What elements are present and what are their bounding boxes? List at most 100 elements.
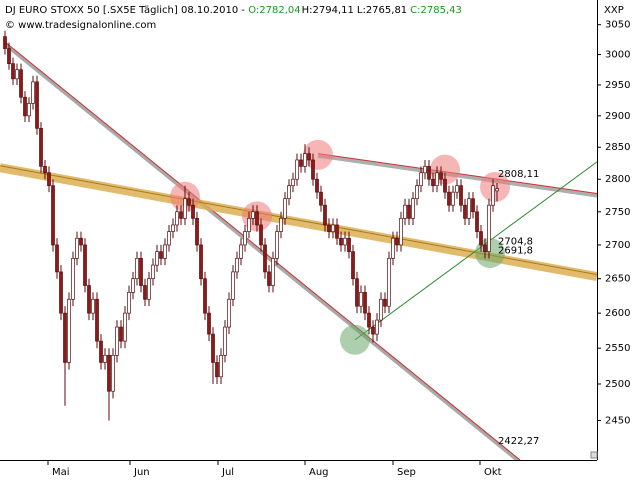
candle-body: [483, 244, 487, 252]
candle-body: [207, 312, 211, 335]
candle-body: [195, 218, 199, 246]
y-tick-label: 2700: [605, 240, 630, 251]
candle-body: [267, 271, 271, 286]
candle-body: [167, 231, 171, 246]
candle-body: [95, 298, 99, 342]
header-low: L:2765,81: [357, 5, 407, 16]
source: © www.tradesignalonline.com: [5, 20, 156, 31]
axis-name: XXP: [604, 5, 624, 16]
y-tick-label: 2800: [605, 174, 630, 185]
candle-body: [471, 198, 475, 213]
candle-body: [295, 159, 299, 180]
candle-body: [363, 292, 367, 314]
candle-body: [391, 237, 395, 259]
candle-body: [3, 36, 7, 49]
candle-body: [403, 204, 407, 219]
candle-body: [331, 224, 335, 232]
candle-body: [223, 326, 227, 356]
candle-body: [283, 198, 287, 219]
candle-body: [87, 285, 91, 314]
annotations: [0, 41, 597, 460]
candle-body: [139, 258, 143, 286]
y-tick-label: 2850: [605, 142, 630, 153]
highlight-marker: [475, 237, 505, 268]
header-title: DJ EURO STOXX 50 [.SX5E Täglich] 08.10.2…: [5, 5, 245, 16]
candle-body: [279, 218, 283, 232]
candle-body: [75, 237, 79, 259]
candle-body: [159, 251, 163, 259]
highlight-marker: [303, 139, 333, 170]
candle-body: [479, 231, 483, 246]
candle-body: [383, 298, 387, 307]
candle-body: [7, 48, 11, 64]
candle-body: [107, 354, 111, 392]
candle-body: [303, 153, 307, 167]
candle-body: [423, 166, 427, 174]
candle-body: [175, 211, 179, 226]
candle-body: [11, 63, 15, 80]
candle-body: [103, 354, 107, 363]
candle-body: [91, 298, 95, 314]
candle-body: [339, 237, 343, 246]
x-tick-label: Sep: [397, 467, 416, 478]
candle-body: [419, 172, 423, 187]
candle-body: [271, 258, 275, 286]
candle-body: [407, 204, 411, 219]
candle-body: [31, 81, 35, 104]
candle-body: [447, 191, 451, 206]
candle-body: [151, 264, 155, 280]
header: DJ EURO STOXX 50 [.SX5E Täglich] 08.10.2…: [5, 5, 462, 16]
candle-body: [19, 69, 23, 98]
candle-body: [119, 326, 123, 342]
candle-body: [379, 298, 383, 321]
candle-body: [171, 224, 175, 232]
candle-body: [55, 244, 59, 273]
candle-body: [371, 326, 375, 335]
candle-body: [443, 178, 447, 193]
candle-body: [147, 278, 151, 300]
corner-box: [590, 451, 598, 459]
y-tick-label: 2450: [605, 415, 630, 426]
candle-body: [367, 312, 371, 328]
candle-body: [275, 231, 279, 259]
candle-body: [315, 178, 319, 193]
x-tick-label: Mai: [52, 467, 70, 478]
candle-body: [47, 172, 51, 187]
trendline-label: 2808,11: [498, 169, 539, 180]
candle-body: [227, 298, 231, 328]
candle-body: [111, 354, 115, 392]
candle-body: [247, 218, 251, 232]
candle-body: [467, 198, 471, 219]
trendline-label: 2691,8: [498, 245, 533, 256]
candle-body: [59, 271, 63, 314]
candle-body: [455, 185, 459, 193]
candle-body: [427, 166, 431, 180]
candle-body: [99, 340, 103, 363]
x-tick-label: Jun: [133, 467, 150, 478]
candle-body: [35, 81, 39, 129]
trendline-label: 2704,8: [498, 237, 533, 248]
candle-body: [187, 198, 191, 206]
y-tick-label: 2650: [605, 274, 630, 285]
candle-body: [127, 292, 131, 314]
y-tick-label: 2500: [605, 379, 630, 390]
candle-body: [439, 172, 443, 180]
candle-body: [459, 185, 463, 206]
x-tick-label: Jul: [221, 467, 234, 478]
highlight-marker: [480, 171, 510, 202]
candle-body: [43, 166, 47, 174]
candle-body: [263, 244, 267, 273]
candle-body: [215, 362, 219, 378]
candle-body: [487, 204, 491, 252]
header-high: H:2794,11: [302, 5, 354, 16]
candle-body: [411, 198, 415, 219]
candle-body: [347, 237, 351, 252]
candle-body: [15, 69, 19, 80]
y-tick-label: 2750: [605, 207, 630, 218]
plot-area: 2422,27 2691,8 2808,11 2704,8: [0, 30, 597, 460]
candle-body: [319, 191, 323, 206]
candle-body: [203, 278, 207, 314]
candle-body: [63, 312, 67, 363]
candle-body: [155, 251, 159, 266]
candle-body: [307, 153, 311, 161]
